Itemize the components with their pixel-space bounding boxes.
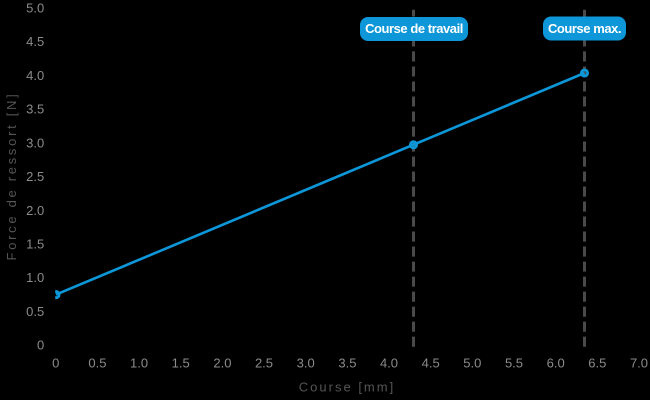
- svg-text:7.0: 7.0: [630, 356, 648, 371]
- svg-text:1.5: 1.5: [172, 356, 190, 371]
- svg-text:3.0: 3.0: [297, 356, 315, 371]
- svg-text:1.0: 1.0: [26, 270, 44, 285]
- svg-text:4.5: 4.5: [26, 34, 44, 49]
- svg-text:1.5: 1.5: [26, 237, 44, 252]
- svg-text:0.5: 0.5: [26, 304, 44, 319]
- svg-text:6.0: 6.0: [547, 356, 565, 371]
- svg-text:Course [mm]: Course [mm]: [299, 380, 395, 395]
- svg-text:1.0: 1.0: [130, 356, 148, 371]
- svg-text:2.5: 2.5: [255, 356, 273, 371]
- svg-text:3.5: 3.5: [338, 356, 356, 371]
- svg-text:0.5: 0.5: [88, 356, 106, 371]
- svg-text:5.5: 5.5: [505, 356, 523, 371]
- svg-text:4.5: 4.5: [422, 356, 440, 371]
- svg-text:0: 0: [37, 338, 44, 353]
- svg-text:4.0: 4.0: [380, 356, 398, 371]
- svg-text:2.5: 2.5: [26, 169, 44, 184]
- svg-text:5.0: 5.0: [463, 356, 481, 371]
- svg-text:2.0: 2.0: [213, 356, 231, 371]
- svg-text:4.0: 4.0: [26, 68, 44, 83]
- svg-text:Force de ressort [N]: Force de ressort [N]: [4, 92, 19, 261]
- svg-text:3.0: 3.0: [26, 135, 44, 150]
- svg-text:0: 0: [52, 356, 59, 371]
- svg-text:Course de travail: Course de travail: [365, 21, 463, 36]
- svg-text:6.5: 6.5: [588, 356, 606, 371]
- svg-text:Course max.: Course max.: [548, 21, 621, 36]
- svg-text:2.0: 2.0: [26, 203, 44, 218]
- svg-text:5.0: 5.0: [26, 0, 44, 15]
- svg-text:3.5: 3.5: [26, 102, 44, 117]
